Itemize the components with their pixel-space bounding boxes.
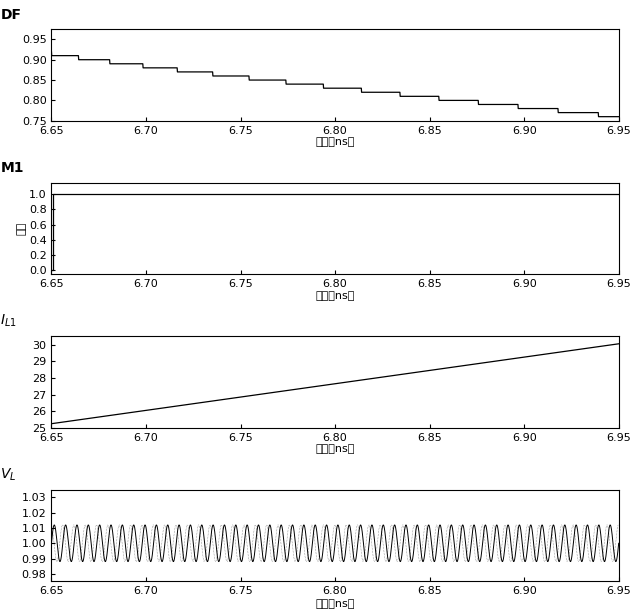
Text: M1: M1 <box>1 161 24 176</box>
Y-axis label: 幅度: 幅度 <box>16 222 26 235</box>
Text: $I_{L1}$: $I_{L1}$ <box>1 312 17 329</box>
X-axis label: 时间（ns）: 时间（ns） <box>315 444 355 454</box>
X-axis label: 时间（ns）: 时间（ns） <box>315 599 355 609</box>
X-axis label: 时间（ns）: 时间（ns） <box>315 137 355 147</box>
Text: DF: DF <box>1 8 22 22</box>
X-axis label: 时间（ns）: 时间（ns） <box>315 291 355 301</box>
Text: $V_L$: $V_L$ <box>1 466 17 482</box>
